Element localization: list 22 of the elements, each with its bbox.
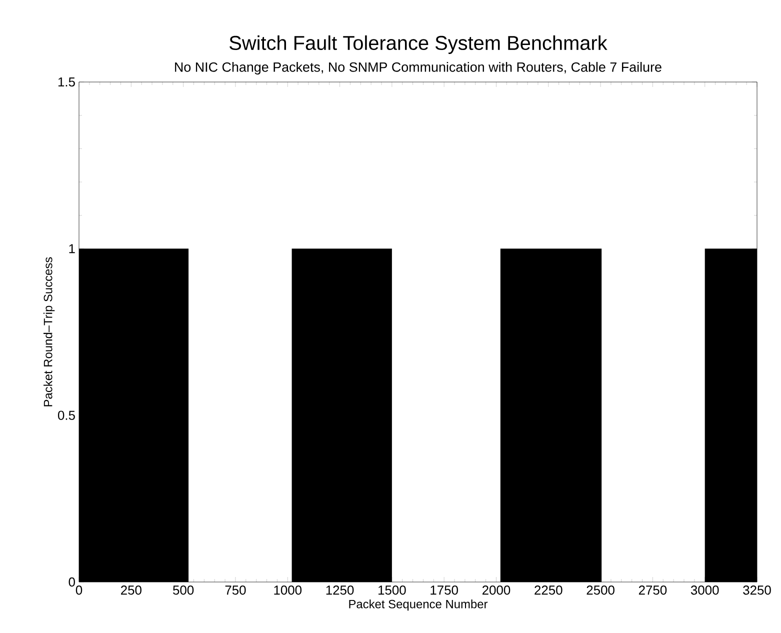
x-tick-label: 750 bbox=[225, 586, 246, 595]
x-tick-label: 500 bbox=[173, 586, 194, 595]
x-tick-label: 1500 bbox=[378, 586, 406, 595]
x-tick-label: 3250 bbox=[743, 586, 771, 595]
x-tick-label: 0 bbox=[76, 586, 82, 595]
y-tick-label: 1 bbox=[69, 244, 75, 254]
x-tick-label: 1250 bbox=[326, 586, 354, 595]
x-tick-label: 1750 bbox=[430, 586, 458, 595]
y-tick-label: 0 bbox=[68, 577, 75, 587]
x-tick-label: 1000 bbox=[274, 586, 302, 595]
x-tick-label: 3000 bbox=[690, 586, 719, 595]
y-axis-title: Packet Round–Trip Success bbox=[44, 257, 55, 406]
y-tick-label: 1.5 bbox=[58, 77, 75, 87]
x-tick-label: 250 bbox=[121, 586, 142, 595]
y-tick-label: 0.5 bbox=[58, 410, 75, 420]
chart-title: Switch Fault Tolerance System Benchmark bbox=[230, 35, 608, 54]
x-tick-label: 2500 bbox=[586, 586, 614, 595]
chart-subtitle: No NIC Change Packets, No SNMP Communication with Routers, Cable 7 Failure bbox=[175, 62, 662, 75]
x-tick-label: 2000 bbox=[482, 586, 510, 595]
x-tick-label: 2250 bbox=[534, 586, 562, 595]
x-axis-title: Packet Sequence Number bbox=[349, 600, 488, 611]
x-tick-label: 2750 bbox=[638, 586, 667, 595]
